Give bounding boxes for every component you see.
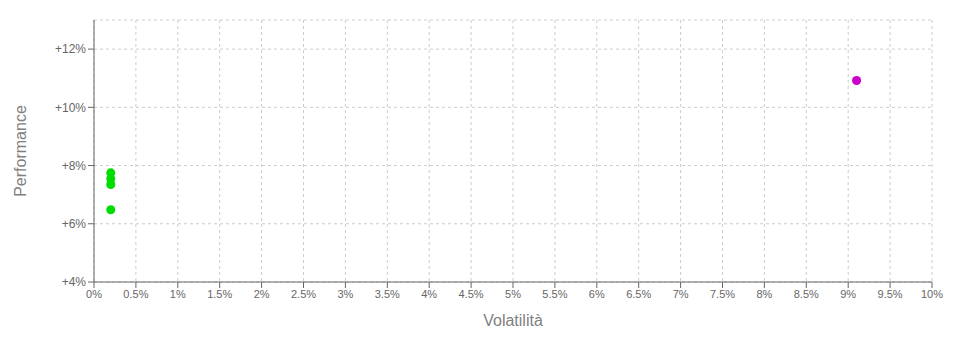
svg-text:+6%: +6% xyxy=(62,217,87,231)
svg-text:10%: 10% xyxy=(921,288,943,300)
svg-text:1.5%: 1.5% xyxy=(207,288,232,300)
svg-text:2.5%: 2.5% xyxy=(291,288,316,300)
svg-text:7.5%: 7.5% xyxy=(710,288,735,300)
svg-text:9%: 9% xyxy=(840,288,856,300)
svg-text:9.5%: 9.5% xyxy=(878,288,903,300)
svg-text:0%: 0% xyxy=(86,288,102,300)
svg-text:5.5%: 5.5% xyxy=(542,288,567,300)
svg-text:8.5%: 8.5% xyxy=(794,288,819,300)
svg-text:1%: 1% xyxy=(170,288,186,300)
svg-text:Performance: Performance xyxy=(12,105,29,197)
svg-text:8%: 8% xyxy=(756,288,772,300)
svg-text:6.5%: 6.5% xyxy=(626,288,651,300)
svg-text:4.5%: 4.5% xyxy=(459,288,484,300)
svg-text:+4%: +4% xyxy=(62,275,87,289)
svg-text:7%: 7% xyxy=(673,288,689,300)
svg-text:+10%: +10% xyxy=(55,101,86,115)
svg-text:0.5%: 0.5% xyxy=(123,288,148,300)
svg-text:+8%: +8% xyxy=(62,159,87,173)
svg-text:3%: 3% xyxy=(337,288,353,300)
svg-text:+12%: +12% xyxy=(55,42,86,56)
svg-text:4%: 4% xyxy=(421,288,437,300)
svg-text:Volatilità: Volatilità xyxy=(483,312,543,329)
svg-text:5%: 5% xyxy=(505,288,521,300)
svg-text:2%: 2% xyxy=(254,288,270,300)
svg-text:6%: 6% xyxy=(589,288,605,300)
svg-text:3.5%: 3.5% xyxy=(375,288,400,300)
